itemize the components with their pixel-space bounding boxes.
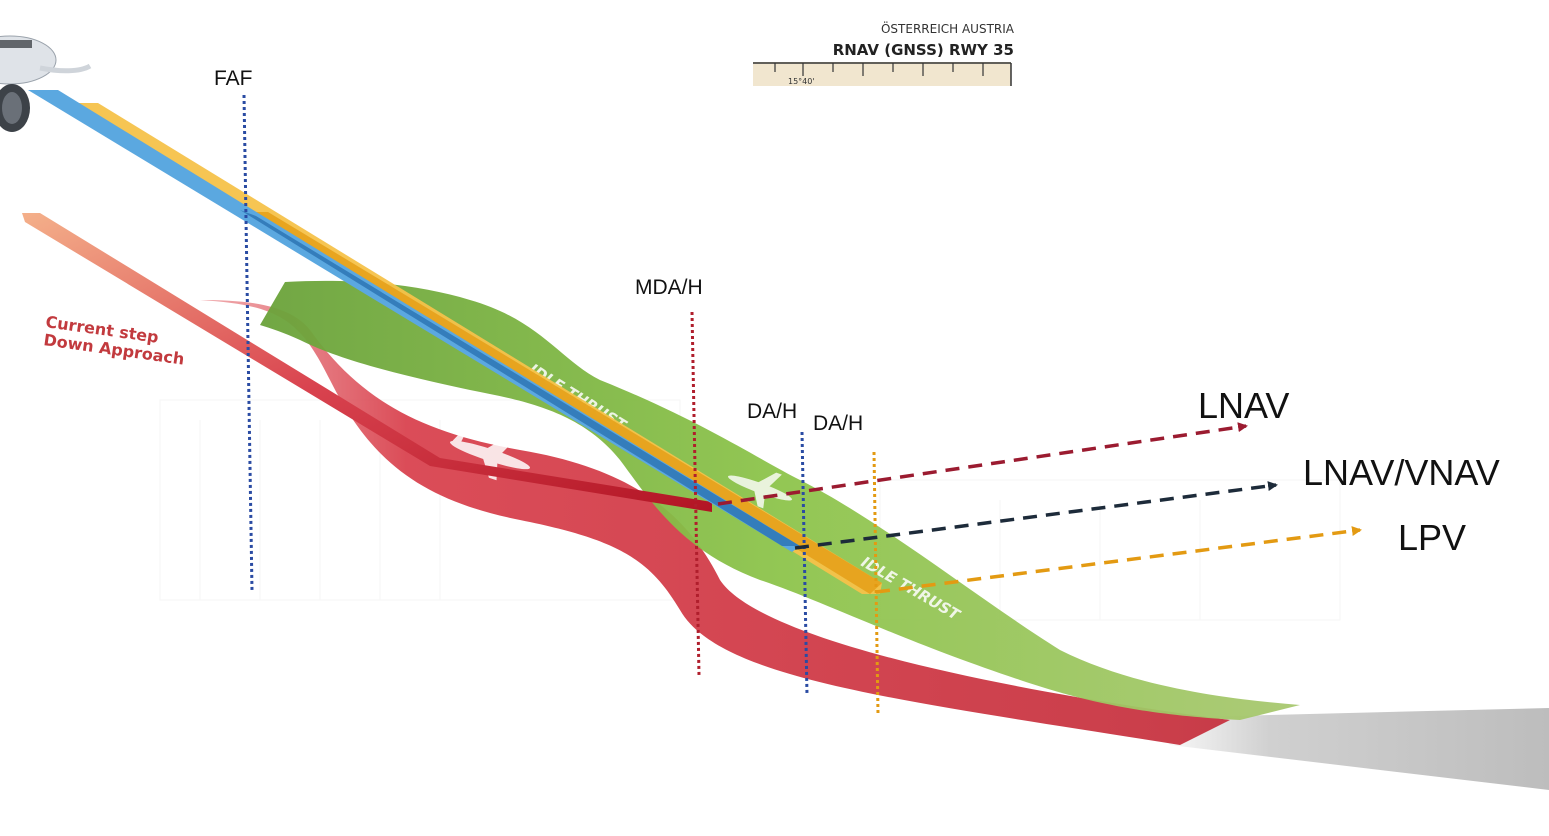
chart-scale-label: 15°40' bbox=[788, 77, 815, 86]
lpv-label: LPV bbox=[1398, 517, 1466, 558]
da-label-orange: DA/H bbox=[813, 412, 863, 435]
green-terrain-band bbox=[260, 280, 1300, 720]
chart-procedure: RNAV (GNSS) RWY 35 bbox=[833, 41, 1014, 59]
chart-country: ÖSTERREICH AUSTRIA bbox=[881, 20, 1015, 36]
lnav-arrow bbox=[717, 422, 1248, 506]
mda-marker-line bbox=[690, 311, 701, 676]
runway bbox=[1150, 708, 1549, 790]
da-blue-marker-line bbox=[800, 431, 809, 696]
da-orange-marker-line bbox=[872, 451, 880, 715]
da-label-blue: DA/H bbox=[747, 400, 797, 423]
aircraft-icon bbox=[0, 35, 92, 132]
mda-label: MDA/H bbox=[635, 276, 703, 299]
faf-label: FAF bbox=[214, 67, 253, 90]
faf-marker-line bbox=[242, 94, 254, 591]
lnav-vnav-glide-path-shade bbox=[240, 210, 800, 546]
lnav-label: LNAV bbox=[1198, 385, 1289, 426]
lnav-vnav-arrow bbox=[794, 481, 1278, 550]
approach-chart-header: ÖSTERREICH AUSTRIA RNAV (GNSS) RWY 35 15… bbox=[753, 0, 1015, 86]
lnav-vnav-label: LNAV/VNAV bbox=[1303, 452, 1500, 493]
lpv-arrow bbox=[875, 526, 1362, 594]
